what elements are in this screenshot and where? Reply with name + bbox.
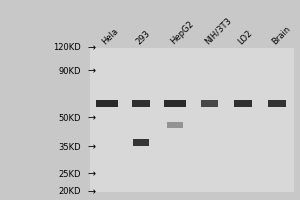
Text: 293: 293 bbox=[135, 28, 152, 46]
Text: →: → bbox=[87, 142, 95, 152]
Text: →: → bbox=[87, 43, 95, 53]
Text: Brain: Brain bbox=[271, 24, 293, 46]
Bar bbox=[234, 100, 252, 107]
Text: Hela: Hela bbox=[100, 26, 121, 46]
Text: 20KD: 20KD bbox=[58, 188, 81, 196]
Text: 25KD: 25KD bbox=[58, 170, 81, 179]
Text: 90KD: 90KD bbox=[58, 67, 81, 76]
Bar bbox=[132, 100, 150, 107]
Bar bbox=[268, 100, 286, 107]
Bar bbox=[133, 139, 149, 146]
Text: 35KD: 35KD bbox=[58, 143, 81, 152]
Text: →: → bbox=[87, 187, 95, 197]
Text: →: → bbox=[87, 169, 95, 179]
Text: LO2: LO2 bbox=[237, 28, 254, 46]
Text: HepG2: HepG2 bbox=[169, 19, 195, 46]
Bar bbox=[167, 122, 183, 128]
Bar bbox=[96, 100, 118, 107]
Bar bbox=[200, 100, 218, 107]
Text: →: → bbox=[87, 113, 95, 123]
Text: →: → bbox=[87, 66, 95, 76]
Text: 50KD: 50KD bbox=[58, 114, 81, 123]
Text: 120KD: 120KD bbox=[53, 44, 81, 52]
Bar bbox=[164, 100, 186, 107]
Text: NIH/3T3: NIH/3T3 bbox=[202, 16, 233, 46]
